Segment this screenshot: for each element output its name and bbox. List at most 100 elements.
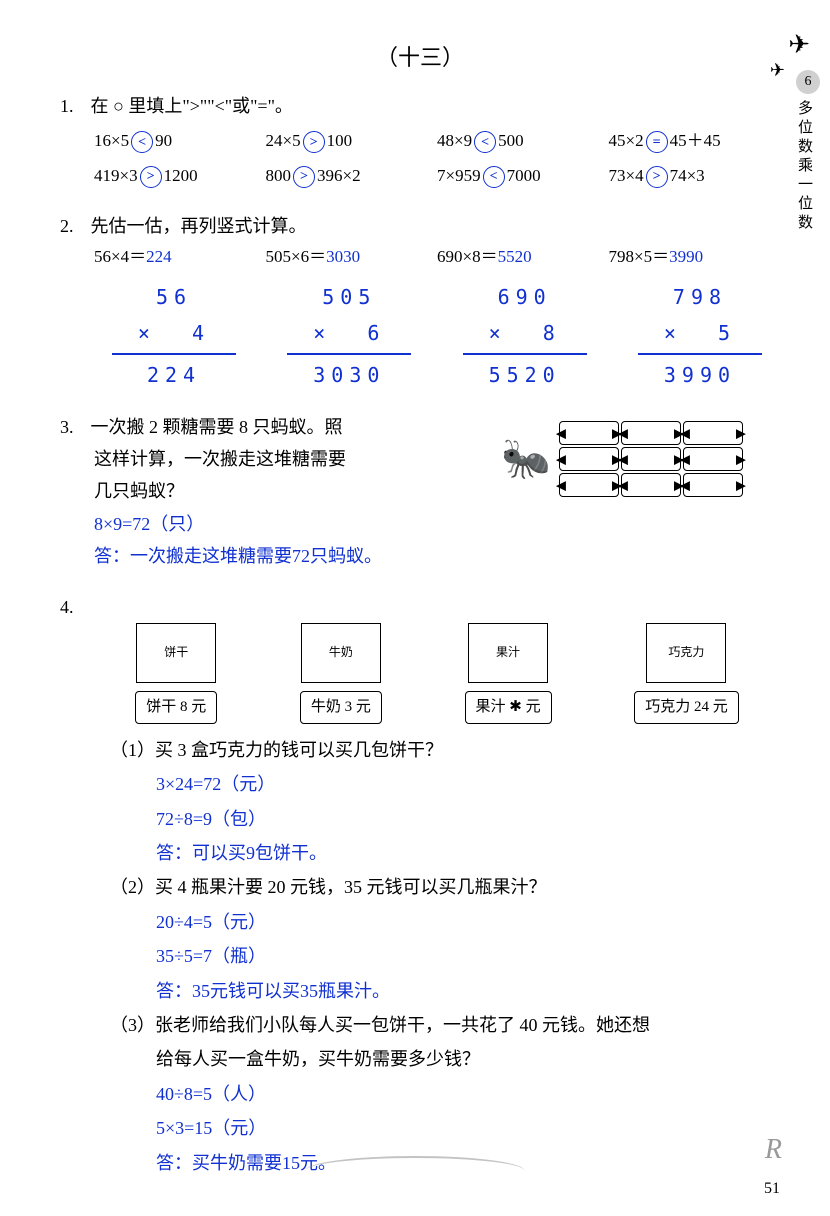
expr: 7×959 xyxy=(437,166,481,185)
ant-candy-illustration: 🐜 xyxy=(480,411,780,508)
q1-row2: 419×3>1200 800>396×2 7×959<7000 73×4>74×… xyxy=(60,161,780,192)
q3-text: 几只蚂蚁？ xyxy=(60,475,480,507)
q1-row1: 16×5<90 24×5>100 48×9<500 45×2=45＋45 xyxy=(60,126,780,157)
q3-calc: 8×9=72（只） xyxy=(94,508,780,540)
calc: 20÷4=5（元） xyxy=(110,906,780,938)
expr: 45×2 xyxy=(609,131,644,150)
expr: 500 xyxy=(498,131,524,150)
compare-op: < xyxy=(483,166,505,188)
q1-number: 1. xyxy=(60,90,86,122)
expr: 74×3 xyxy=(670,166,705,185)
expr: 800 xyxy=(266,166,292,185)
candy-icon xyxy=(621,473,681,497)
q3-answer: 答：一次搬走这堆糖需要72只蚂蚁。 xyxy=(94,540,780,572)
answer: 答：35元钱可以买35瓶果汁。 xyxy=(110,975,780,1007)
eq: 690×8＝ xyxy=(437,247,498,266)
chapter-tab: 6 多位数乘一位数 xyxy=(794,70,822,233)
candy-icon xyxy=(683,473,743,497)
question-4: 4. 饼干饼干 8 元 牛奶牛奶 3 元 果汁果汁 ✱ 元 巧克力巧克力 24 … xyxy=(60,591,780,1179)
operand: 798 xyxy=(620,279,780,315)
candy-icon xyxy=(621,421,681,445)
cloud-decoration xyxy=(305,1156,525,1186)
operand: 4 xyxy=(192,321,210,345)
compare-op: > xyxy=(140,166,162,188)
price-label: 饼干 8 元 xyxy=(135,691,217,724)
milk-icon: 牛奶 xyxy=(301,623,381,683)
compare-op: > xyxy=(293,166,315,188)
compare-op: = xyxy=(646,131,668,153)
candy-icon xyxy=(621,447,681,471)
q3-text: 一次搬 2 颗糖需要 8 只蚂蚁。照 xyxy=(91,417,343,437)
price-label: 巧克力 24 元 xyxy=(634,691,739,724)
calc: 5×3=15（元） xyxy=(110,1112,780,1144)
sub-question: （1）买 3 盒巧克力的钱可以买几包饼干？ xyxy=(110,734,780,766)
q2-number: 2. xyxy=(60,210,86,242)
expr: 24×5 xyxy=(266,131,301,150)
ant-icon: 🐜 xyxy=(501,423,551,495)
candy-icon xyxy=(559,473,619,497)
q4-number: 4. xyxy=(60,591,86,623)
calc: 3×24=72（元） xyxy=(110,768,780,800)
answer: 3990 xyxy=(669,247,703,266)
expr: 396×2 xyxy=(317,166,361,185)
bird-icon: ✈ xyxy=(770,60,785,81)
eq: 798×5＝ xyxy=(609,247,670,266)
sub-question: （3）张老师给我们小队每人买一包饼干，一共花了 40 元钱。她还想 xyxy=(110,1009,780,1041)
question-1: 1. 在 ○ 里填上">""<"或"="。 16×5<90 24×5>100 4… xyxy=(60,90,780,192)
expr: 90 xyxy=(155,131,172,150)
question-3: 3. 一次搬 2 颗糖需要 8 只蚂蚁。照 这样计算，一次搬走这堆糖需要 几只蚂… xyxy=(60,411,780,573)
eq: 505×6＝ xyxy=(266,247,327,266)
candy-icon xyxy=(559,421,619,445)
result: 3030 xyxy=(269,357,429,393)
vertical-calc: 798 × 5 3990 xyxy=(620,279,780,393)
compare-op: > xyxy=(646,166,668,188)
page-title: （十三） xyxy=(60,40,780,72)
result: 3990 xyxy=(620,357,780,393)
candy-icon xyxy=(683,421,743,445)
expr: 7000 xyxy=(507,166,541,185)
operand: 690 xyxy=(445,279,605,315)
compare-op: > xyxy=(303,131,325,153)
calc: 35÷5=7（瓶） xyxy=(110,940,780,972)
answer: 3030 xyxy=(326,247,360,266)
vertical-calc: 505 × 6 3030 xyxy=(269,279,429,393)
chapter-number: 6 xyxy=(796,70,820,94)
calc: 40÷8=5（人） xyxy=(110,1078,780,1110)
page-number: 51 xyxy=(764,1180,780,1198)
answer: 224 xyxy=(146,247,172,266)
sub-question: 给每人买一盒牛奶，买牛奶需要多少钱？ xyxy=(110,1043,780,1075)
expr: 1200 xyxy=(164,166,198,185)
q3-text: 这样计算，一次搬走这堆糖需要 xyxy=(60,443,480,475)
result: 5520 xyxy=(445,357,605,393)
eq: 56×4＝ xyxy=(94,247,146,266)
operand: 505 xyxy=(269,279,429,315)
question-2: 2. 先估一估，再列竖式计算。 56×4＝224 505×6＝3030 690×… xyxy=(60,210,780,393)
bird-icon: ✈ xyxy=(788,30,810,60)
logo-icon: R xyxy=(765,1134,782,1166)
sub-question: （2）买 4 瓶果汁要 20 元钱，35 元钱可以买几瓶果汁？ xyxy=(110,871,780,903)
candy-icon xyxy=(559,447,619,471)
q3-number: 3. xyxy=(60,411,86,443)
operand: 6 xyxy=(367,321,385,345)
candy-icon xyxy=(683,447,743,471)
operand: 56 xyxy=(94,279,254,315)
price-label: 果汁 ✱ 元 xyxy=(465,691,552,724)
shop-items: 饼干饼干 8 元 牛奶牛奶 3 元 果汁果汁 ✱ 元 巧克力巧克力 24 元 xyxy=(60,623,780,724)
expr: 100 xyxy=(327,131,353,150)
chocolate-icon: 巧克力 xyxy=(646,623,726,683)
q1-prompt: 在 ○ 里填上">""<"或"="。 xyxy=(91,96,293,116)
biscuit-icon: 饼干 xyxy=(136,623,216,683)
juice-icon: 果汁 xyxy=(468,623,548,683)
calc: 72÷8=9（包） xyxy=(110,803,780,835)
result: 224 xyxy=(94,357,254,393)
price-label: 牛奶 3 元 xyxy=(300,691,382,724)
compare-op: < xyxy=(131,131,153,153)
answer: 5520 xyxy=(498,247,532,266)
answer: 答：可以买9包饼干。 xyxy=(110,837,780,869)
expr: 45＋45 xyxy=(670,131,721,150)
vertical-calc: 56 × 4 224 xyxy=(94,279,254,393)
vertical-calc: 690 × 8 5520 xyxy=(445,279,605,393)
operand: 5 xyxy=(718,321,736,345)
q2-prompt: 先估一估，再列竖式计算。 xyxy=(91,216,307,236)
expr: 48×9 xyxy=(437,131,472,150)
